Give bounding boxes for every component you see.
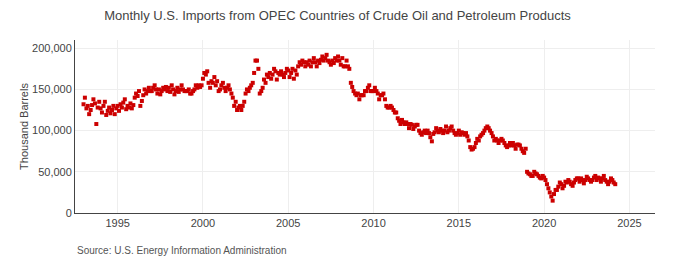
svg-text:Source: U.S. Energy Informatio: Source: U.S. Energy Information Administ… [77, 245, 287, 256]
svg-text:2025: 2025 [617, 217, 641, 229]
svg-text:2005: 2005 [276, 217, 300, 229]
svg-text:Monthly U.S. Imports from OPEC: Monthly U.S. Imports from OPEC Countries… [104, 8, 571, 23]
svg-text:2015: 2015 [447, 217, 471, 229]
svg-text:Thousand Barrels: Thousand Barrels [18, 83, 30, 170]
svg-text:2010: 2010 [361, 217, 385, 229]
svg-text:150,000: 150,000 [32, 83, 72, 95]
svg-text:0: 0 [66, 207, 72, 219]
svg-text:2020: 2020 [532, 217, 556, 229]
svg-text:200,000: 200,000 [32, 42, 72, 54]
svg-text:2000: 2000 [191, 217, 215, 229]
svg-text:100,000: 100,000 [32, 124, 72, 136]
svg-text:1995: 1995 [105, 217, 129, 229]
svg-text:50,000: 50,000 [38, 166, 72, 178]
